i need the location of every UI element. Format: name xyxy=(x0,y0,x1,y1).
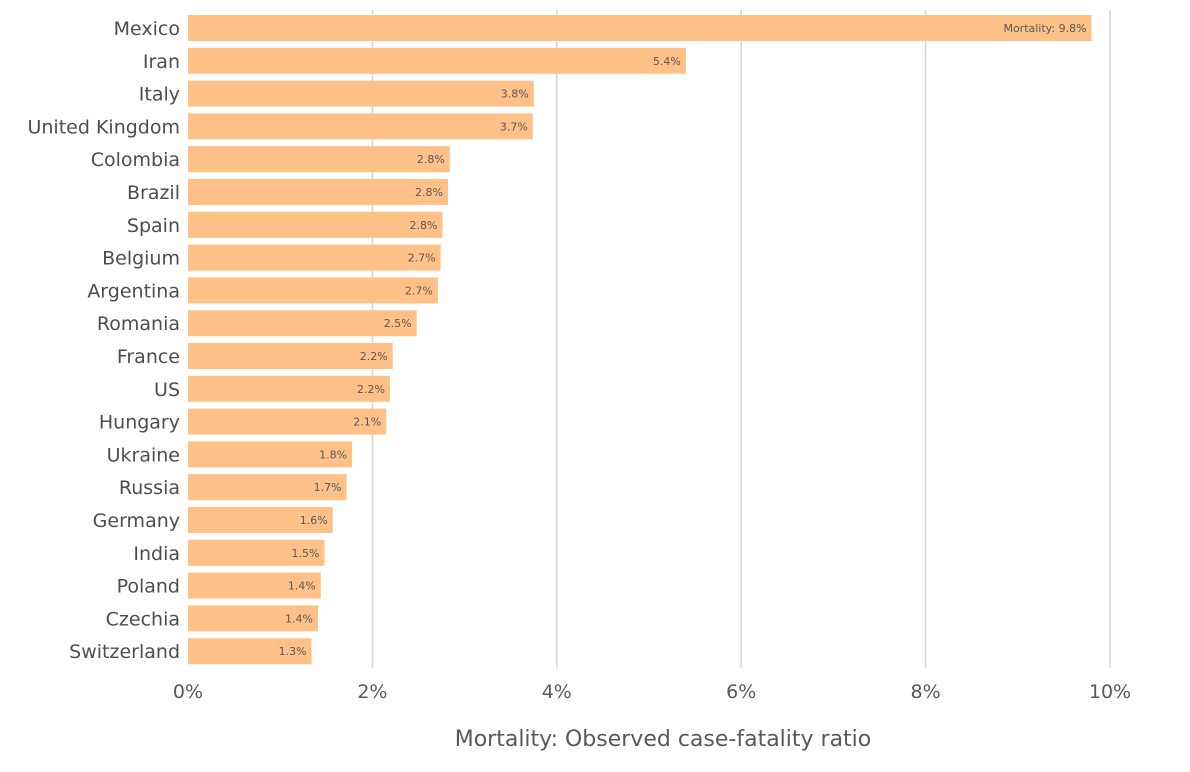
bar xyxy=(188,638,312,665)
bar xyxy=(188,441,353,468)
data-label: 5.4% xyxy=(653,55,681,68)
category-label: Colombia xyxy=(91,149,180,171)
bar xyxy=(188,47,686,74)
x-tick-label: 10% xyxy=(1089,681,1131,703)
bar xyxy=(188,474,347,501)
category-label: Spain xyxy=(127,215,180,237)
category-label: Mexico xyxy=(114,18,180,40)
category-label: Brazil xyxy=(127,182,180,204)
category-label: Belgium xyxy=(102,248,180,270)
gridlines xyxy=(371,10,1111,668)
bar xyxy=(188,179,449,205)
category-label: Italy xyxy=(139,84,180,106)
bar xyxy=(188,539,325,566)
data-label: 2.2% xyxy=(360,350,388,363)
bar xyxy=(188,211,443,238)
data-label: 1.4% xyxy=(285,612,313,625)
category-label: Switzerland xyxy=(69,641,180,663)
bars xyxy=(188,15,1092,665)
bar xyxy=(188,572,321,599)
category-label: US xyxy=(154,379,180,401)
category-label: Czechia xyxy=(106,608,180,630)
x-tick-label: 2% xyxy=(357,681,387,703)
data-label: 2.8% xyxy=(417,153,445,166)
category-label: United Kingdom xyxy=(27,116,180,138)
x-tick-label: 6% xyxy=(726,681,756,703)
category-label: Germany xyxy=(93,510,180,532)
bar xyxy=(188,605,319,632)
bar xyxy=(188,80,534,107)
bar xyxy=(188,15,1092,41)
data-label: 2.8% xyxy=(410,219,438,232)
category-label: Argentina xyxy=(87,280,180,302)
data-label: 1.8% xyxy=(319,448,347,461)
data-label: 2.5% xyxy=(384,317,412,330)
bar xyxy=(188,375,390,402)
data-label: 1.6% xyxy=(300,514,328,527)
data-label: 3.8% xyxy=(501,88,529,101)
data-label: 2.7% xyxy=(405,284,433,297)
data-label: 1.3% xyxy=(279,645,307,658)
bar xyxy=(188,408,387,435)
category-label: France xyxy=(117,346,180,368)
data-label: 3.7% xyxy=(500,120,528,133)
category-label: Romania xyxy=(97,313,180,335)
x-axis-tick-labels: 0% 2% 4% 6% 8% 10% xyxy=(173,681,1131,703)
data-labels: Mortality: 9.8% 5.4% 3.8% 3.7% 2.8% 2.8% 2.8% 2… xyxy=(279,22,1087,658)
bar xyxy=(188,310,417,337)
x-axis-title: Mortality: Observed case-fatality ratio xyxy=(455,727,872,752)
data-label: 1.5% xyxy=(292,547,320,560)
data-label: 2.2% xyxy=(357,383,385,396)
category-label: Russia xyxy=(119,477,180,499)
bar xyxy=(188,146,450,173)
category-label: Ukraine xyxy=(107,444,180,466)
bar xyxy=(188,277,438,304)
category-labels: Mexico Iran Italy United Kingdom Colombia Bra… xyxy=(27,18,180,663)
data-label: 2.1% xyxy=(353,416,381,429)
category-label: Hungary xyxy=(99,412,180,434)
data-label: 1.7% xyxy=(314,481,342,494)
x-tick-label: 8% xyxy=(911,681,941,703)
bar xyxy=(188,507,333,533)
bar xyxy=(188,113,533,140)
category-label: India xyxy=(133,543,180,565)
bar xyxy=(188,343,393,369)
x-tick-label: 4% xyxy=(542,681,572,703)
data-label: 2.7% xyxy=(408,252,436,265)
bar xyxy=(188,244,441,271)
data-label: 2.8% xyxy=(415,186,443,199)
category-label: Poland xyxy=(117,576,180,598)
x-tick-label: 0% xyxy=(173,681,203,703)
data-label: 1.4% xyxy=(288,580,316,593)
category-label: Iran xyxy=(143,51,180,73)
data-label: Mortality: 9.8% xyxy=(1003,22,1086,35)
